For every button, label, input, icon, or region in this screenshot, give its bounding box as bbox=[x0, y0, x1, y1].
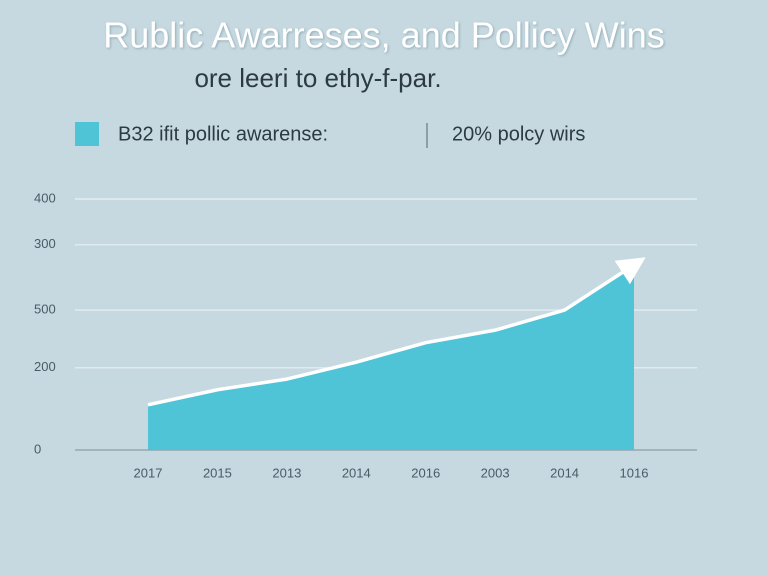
x-tick-label: 2013 bbox=[272, 465, 301, 480]
y-tick-label: 0 bbox=[34, 441, 41, 456]
x-tick-label: 2014 bbox=[550, 465, 579, 480]
x-tick-label: 1016 bbox=[620, 465, 649, 480]
area bbox=[148, 264, 634, 450]
y-tick-label: 200 bbox=[34, 359, 56, 374]
x-tick-label: 2015 bbox=[203, 465, 232, 480]
trend-line bbox=[147, 257, 646, 407]
y-tick-label: 300 bbox=[34, 236, 56, 251]
x-tick-label: 2014 bbox=[342, 465, 371, 480]
y-tick-label: 400 bbox=[34, 190, 56, 205]
y-tick-label: 500 bbox=[34, 302, 56, 317]
legend-label: B32 ifit pollic awarense: bbox=[118, 123, 328, 145]
annotation: 20% polcy wirs bbox=[452, 123, 585, 145]
chart-subtitle: ore leeri to ethy-f-par. bbox=[194, 63, 441, 93]
x-tick-label: 2016 bbox=[411, 465, 440, 480]
x-tick-label: 2017 bbox=[134, 465, 163, 480]
legend-swatch bbox=[75, 122, 99, 146]
x-tick-label: 2003 bbox=[481, 465, 510, 480]
chart-title: Rublic Awarreses, and Pollicy Wins bbox=[103, 15, 665, 56]
